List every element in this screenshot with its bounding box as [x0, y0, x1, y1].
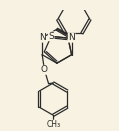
Text: N: N	[39, 33, 46, 42]
Text: N: N	[68, 33, 75, 42]
Text: CH₃: CH₃	[46, 120, 60, 129]
Text: S: S	[48, 32, 54, 41]
Text: O: O	[41, 65, 48, 74]
